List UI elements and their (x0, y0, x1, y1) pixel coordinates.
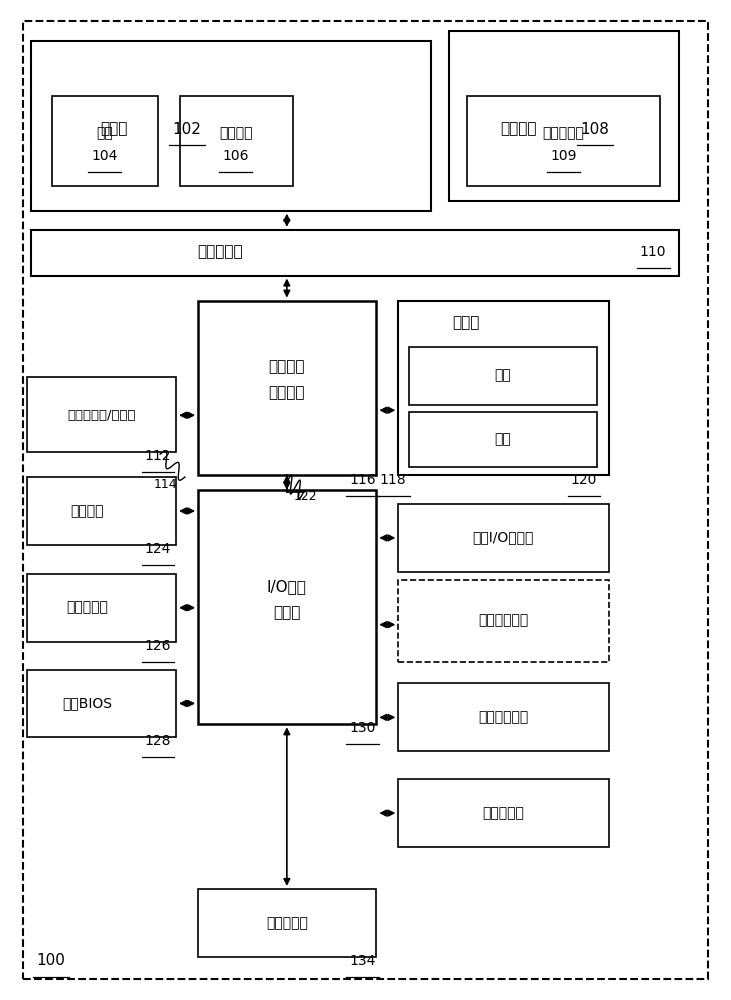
FancyBboxPatch shape (27, 377, 176, 452)
Text: 118: 118 (380, 473, 406, 487)
Text: 执行单元: 执行单元 (500, 122, 537, 137)
Text: 图形控制器/图形卡: 图形控制器/图形卡 (67, 409, 135, 422)
FancyBboxPatch shape (398, 683, 610, 751)
Text: 闪存BIOS: 闪存BIOS (62, 696, 113, 710)
Text: 器中枢: 器中枢 (273, 605, 300, 620)
Text: 100: 100 (37, 953, 65, 968)
Text: 122: 122 (294, 490, 317, 503)
FancyBboxPatch shape (198, 301, 376, 475)
Text: 102: 102 (173, 122, 202, 137)
FancyBboxPatch shape (198, 889, 376, 957)
FancyBboxPatch shape (450, 31, 678, 201)
Text: 116: 116 (349, 473, 376, 487)
Text: 108: 108 (580, 122, 610, 137)
FancyBboxPatch shape (27, 670, 176, 737)
FancyBboxPatch shape (467, 96, 660, 186)
Text: 寄存器组: 寄存器组 (219, 126, 253, 140)
Text: 网络控制器: 网络控制器 (266, 916, 308, 930)
Text: 传统I/O控制器: 传统I/O控制器 (472, 530, 534, 544)
FancyBboxPatch shape (398, 301, 610, 475)
Text: 106: 106 (223, 149, 249, 163)
Text: 104: 104 (91, 149, 118, 163)
Text: 112: 112 (145, 449, 171, 463)
Text: 缓存: 缓存 (96, 126, 113, 140)
FancyBboxPatch shape (409, 412, 597, 467)
Text: 数据存储: 数据存储 (71, 504, 104, 518)
FancyBboxPatch shape (398, 580, 610, 662)
Text: 110: 110 (640, 245, 667, 259)
Text: 处理器: 处理器 (101, 122, 128, 137)
FancyBboxPatch shape (398, 779, 610, 847)
Text: 无线收发机: 无线收发机 (67, 601, 108, 615)
Text: 134: 134 (349, 954, 376, 968)
FancyBboxPatch shape (198, 490, 376, 724)
Text: 109: 109 (550, 149, 577, 163)
FancyBboxPatch shape (398, 504, 610, 572)
Text: 128: 128 (145, 734, 171, 748)
FancyBboxPatch shape (27, 477, 176, 545)
Text: 制器中枢: 制器中枢 (268, 385, 305, 400)
Text: 120: 120 (571, 473, 597, 487)
Text: I/O控制: I/O控制 (267, 579, 307, 594)
Text: 处理器总线: 处理器总线 (197, 244, 243, 259)
Text: 指令: 指令 (495, 368, 512, 382)
FancyBboxPatch shape (27, 574, 176, 642)
Text: 存储器: 存储器 (452, 315, 480, 330)
Text: 串行扩展端口: 串行扩展端口 (478, 710, 529, 724)
Text: 音频控制器: 音频控制器 (482, 806, 524, 820)
FancyBboxPatch shape (31, 41, 431, 211)
FancyBboxPatch shape (180, 96, 292, 186)
Text: 124: 124 (145, 542, 171, 556)
Text: 用户输入界面: 用户输入界面 (478, 614, 529, 628)
Text: 存储器控: 存储器控 (268, 359, 305, 374)
FancyBboxPatch shape (409, 347, 597, 405)
FancyBboxPatch shape (31, 230, 678, 276)
Text: 130: 130 (349, 721, 376, 735)
Text: 126: 126 (145, 639, 171, 653)
Text: 数据: 数据 (495, 432, 512, 446)
FancyBboxPatch shape (53, 96, 158, 186)
Text: 114: 114 (154, 478, 178, 491)
Text: 紧缩指令集: 紧缩指令集 (542, 126, 585, 140)
